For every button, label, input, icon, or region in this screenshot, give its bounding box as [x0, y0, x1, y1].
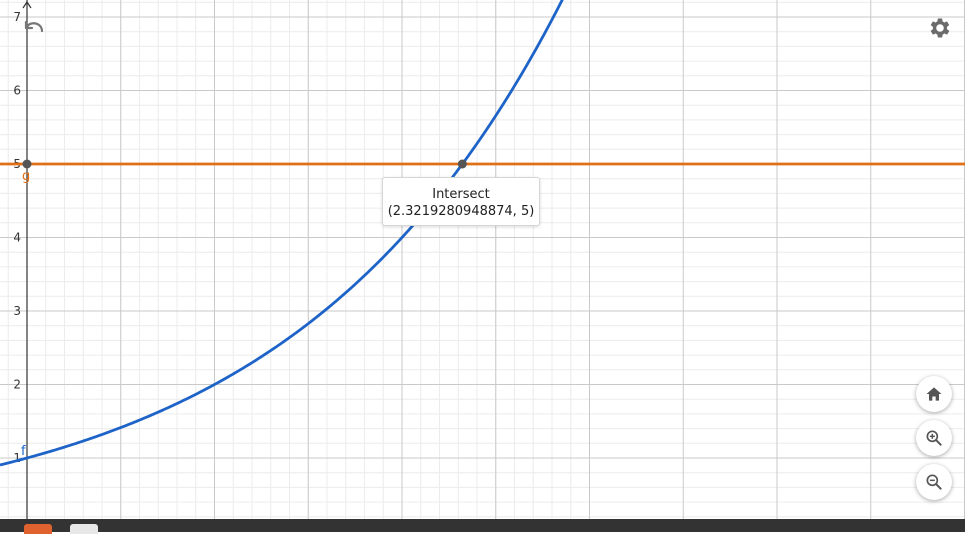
y-tick-label-4: 4	[13, 231, 21, 245]
taskbar-app-white[interactable]	[70, 524, 98, 534]
y-tick-label-2: 2	[13, 378, 21, 392]
y-tick-label-1: 1	[13, 451, 21, 465]
y-tick-label-7: 7	[13, 10, 21, 24]
intersect-tooltip: Intersect (2.3219280948874, 5)	[382, 177, 540, 226]
home-button[interactable]	[916, 376, 952, 412]
gear-icon	[930, 18, 950, 38]
intersection-point[interactable]	[457, 159, 467, 169]
settings-button[interactable]	[927, 15, 953, 41]
zoom-in-icon	[926, 430, 942, 446]
line-g-axis-point[interactable]	[22, 159, 32, 169]
function-labels: fg	[21, 169, 30, 459]
undo-icon	[24, 20, 44, 33]
y-tick-label-3: 3	[13, 304, 21, 318]
curve-f[interactable]	[0, 0, 568, 467]
taskbar	[0, 519, 965, 534]
major-gridlines	[0, 0, 965, 519]
y-tick-label-6: 6	[13, 84, 21, 98]
undo-button[interactable]	[22, 17, 46, 41]
home-icon	[926, 387, 942, 401]
line-g-label: g	[22, 169, 30, 184]
zoom-out-icon	[926, 474, 942, 490]
plots[interactable]	[0, 0, 965, 467]
axes	[22, 0, 32, 519]
curve-f-label: f	[21, 444, 26, 459]
minor-gridlines	[0, 0, 965, 519]
y-axis-arrow-icon	[22, 0, 32, 9]
tooltip-coordinates: (2.3219280948874, 5)	[387, 204, 535, 219]
y-tick-labels: 1234567	[13, 10, 21, 465]
taskbar-app-orange[interactable]	[24, 524, 52, 534]
zoom-out-button[interactable]	[916, 464, 952, 500]
tooltip-title: Intersect	[432, 187, 490, 202]
zoom-in-button[interactable]	[916, 420, 952, 456]
